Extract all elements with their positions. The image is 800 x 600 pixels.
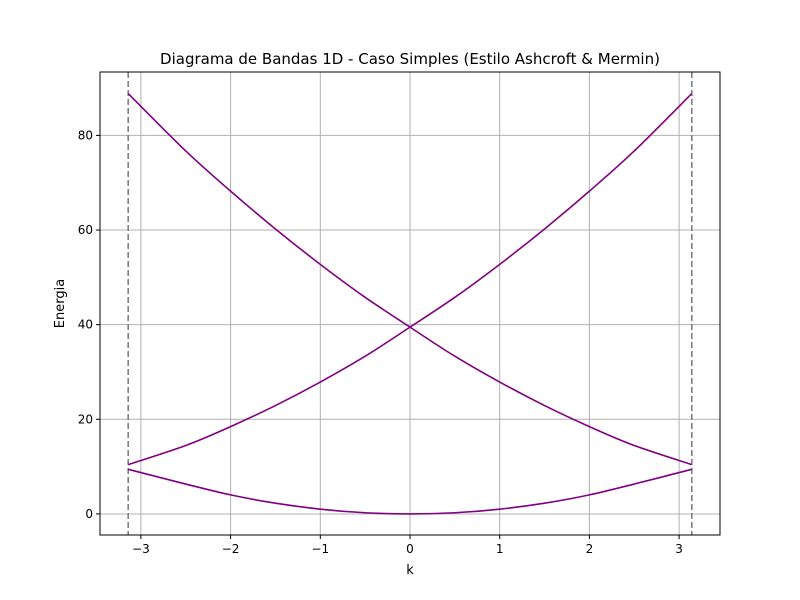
grid-layer: [100, 72, 720, 535]
vline-layer: [127, 72, 693, 535]
x-tick-label: −3: [132, 542, 150, 556]
series-layer: [127, 93, 693, 515]
tick-layer: −3 −2 −1 0 1 2 3 0 20 40 60 80: [78, 128, 683, 556]
y-tick-label: 40: [78, 318, 93, 332]
energy-band-line-3: [127, 93, 693, 466]
y-axis-label: Energia: [53, 279, 68, 328]
y-tick-label: 60: [78, 223, 93, 237]
x-tick-label: −2: [222, 542, 240, 556]
x-tick-label: 0: [406, 542, 414, 556]
y-tick-label: 80: [78, 128, 93, 142]
x-tick-label: 2: [586, 542, 594, 556]
chart-title: Diagrama de Bandas 1D - Caso Simples (Es…: [160, 50, 660, 68]
x-axis-label: k: [406, 563, 414, 578]
y-tick-label: 0: [85, 507, 93, 521]
x-tick-label: 1: [496, 542, 504, 556]
x-tick-label: −1: [311, 542, 329, 556]
energy-band-line-1: [128, 468, 692, 515]
x-tick-label: 3: [675, 542, 683, 556]
y-tick-label: 20: [78, 412, 93, 426]
